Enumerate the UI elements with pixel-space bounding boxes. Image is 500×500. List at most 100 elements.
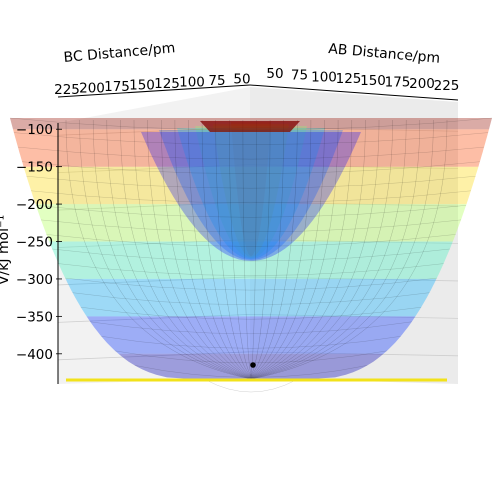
valley-wall: [213, 124, 289, 257]
mesh-line: [79, 119, 252, 379]
y-tick-label: 100: [179, 75, 205, 91]
mesh-line: [46, 234, 456, 247]
grid-line: [249, 313, 459, 319]
contour-band: [35, 204, 467, 242]
mesh-line: [147, 119, 252, 378]
grid-line: [57, 276, 251, 286]
y-tick-label: 50: [233, 72, 250, 88]
mesh-line: [106, 119, 252, 379]
right-pane: [250, 87, 458, 384]
mesh-line: [115, 350, 387, 364]
mesh-line: [250, 119, 353, 378]
contour-band: [13, 129, 489, 167]
mesh-line: [40, 219, 462, 233]
z-tick-label: −350: [16, 309, 53, 325]
mesh-line: [242, 119, 252, 376]
x-axis-label: AB Distance/pm: [328, 41, 441, 67]
y-axis-label: BC Distance/pm: [63, 40, 176, 66]
mesh-line: [250, 119, 325, 377]
mesh-line: [134, 365, 368, 378]
mesh-line: [250, 119, 366, 378]
mesh-line: [92, 119, 252, 379]
valley-wall: [159, 130, 343, 260]
y-axis-line: [57, 84, 251, 98]
contour-band: [86, 316, 416, 354]
x-tick-label: 100: [311, 69, 337, 85]
contour-band: [49, 241, 453, 279]
z-tick-label: −100: [16, 122, 53, 138]
mesh-line: [133, 119, 252, 378]
mesh-line: [250, 119, 312, 377]
position-marker: [250, 362, 256, 368]
grid-line: [57, 351, 251, 361]
y-tick-label: 75: [208, 73, 225, 89]
contour-band: [23, 166, 479, 205]
x-tick-label: 125: [336, 71, 362, 87]
grid-line: [57, 164, 251, 174]
mesh-line: [205, 379, 297, 393]
grid-line: [249, 239, 459, 244]
mesh-line: [250, 119, 407, 379]
mesh-line: [250, 119, 339, 377]
valley-wall: [141, 132, 361, 261]
mesh-line: [120, 119, 252, 379]
mesh-line: [201, 119, 252, 377]
grid-line: [249, 164, 459, 170]
mesh-line: [250, 119, 448, 380]
mesh-line: [250, 119, 380, 378]
mesh-line: [80, 306, 422, 320]
y-tick-label: 200: [79, 81, 105, 97]
mesh-line: [22, 161, 480, 174]
mesh-line: [215, 119, 252, 377]
z-tick-label: −400: [16, 347, 53, 363]
mesh-line: [101, 336, 401, 349]
mesh-line: [90, 321, 412, 335]
x-tick-label: 75: [291, 68, 308, 84]
axes-panes: [57, 87, 459, 384]
y-tick-label: 175: [104, 79, 130, 95]
mesh-line: [26, 175, 476, 189]
mesh-line: [250, 119, 284, 376]
y-tick-label: 225: [54, 82, 80, 98]
z-tick-label: −300: [16, 272, 53, 288]
x-tick-label: 50: [266, 66, 283, 82]
grid-line: [249, 201, 459, 207]
mesh-line: [17, 146, 485, 160]
mesh-line: [65, 277, 437, 291]
mesh-line: [52, 248, 450, 262]
grid-line: [57, 239, 251, 248]
contour-band: [65, 278, 437, 317]
grid-line: [57, 313, 251, 323]
mesh-line: [174, 119, 252, 377]
mesh-line: [65, 119, 252, 380]
valley-wall: [231, 122, 271, 256]
mesh-line: [13, 132, 489, 145]
z-tick-label: −150: [16, 160, 53, 176]
x-tick-label: 175: [385, 75, 411, 91]
x-tick-label: 200: [409, 76, 435, 92]
mesh-line: [31, 190, 471, 204]
z-tick-label: −200: [16, 197, 53, 213]
valley-wall: [177, 128, 325, 259]
z-axis-label: V/kJ mol⁻¹: [0, 215, 12, 285]
valley-wall: [195, 126, 307, 258]
left-pane: [58, 87, 250, 384]
mesh-line: [35, 205, 467, 218]
z-tick-label: −250: [16, 235, 53, 251]
grid-line: [57, 201, 251, 211]
surface-mesh: [9, 117, 493, 393]
mesh-line: [188, 119, 252, 377]
x-tick-label: 225: [434, 78, 460, 94]
y-tick-label: 125: [154, 76, 180, 92]
grid-line: [249, 351, 459, 357]
mesh-line: [58, 263, 444, 276]
mesh-line: [250, 119, 393, 379]
mesh-line: [229, 119, 252, 376]
x-tick-label: 150: [360, 73, 386, 89]
mesh-line: [250, 119, 421, 379]
y-tick-label: 150: [129, 78, 155, 94]
x-axis-line: [249, 84, 459, 101]
mesh-line: [161, 119, 252, 378]
